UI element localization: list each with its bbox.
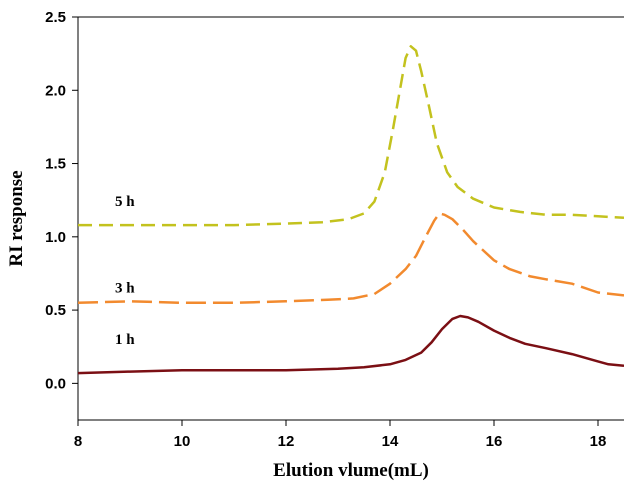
y-tick-label: 1.5 (45, 156, 66, 173)
series-layer (77, 45, 624, 375)
series-label-5h: 5 h (115, 194, 135, 210)
y-tick-label: 2.5 (45, 9, 66, 26)
y-axis-title: RI response (6, 170, 27, 266)
y-tick-label: 0.5 (45, 302, 66, 319)
series-line-5h (78, 45, 624, 227)
plot-frame (77, 16, 624, 421)
x-tick-label: 10 (174, 433, 191, 450)
x-axis-title: Elution vlume(mL) (273, 460, 429, 481)
x-tick-label: 8 (74, 433, 82, 450)
x-tick-label: 16 (486, 433, 503, 450)
ticks-layer: 8 10 12 14 16 18 0.0 0.5 1.0 1.5 2.0 2.5 (45, 9, 606, 450)
x-tick-label: 12 (278, 433, 295, 450)
x-tick-label: 18 (590, 433, 607, 450)
series-label-3h: 3 h (115, 281, 135, 297)
y-tick-label: 2.0 (45, 82, 66, 99)
y-tick-label: 1.0 (45, 229, 66, 246)
labels-layer: 1 h 3 h 5 h (115, 194, 135, 348)
x-tick-label: 14 (382, 433, 399, 450)
y-tick-label: 0.0 (45, 375, 66, 392)
series-line-1h (77, 314, 624, 375)
series-line-3h (77, 212, 624, 305)
series-label-1h: 1 h (115, 332, 135, 348)
